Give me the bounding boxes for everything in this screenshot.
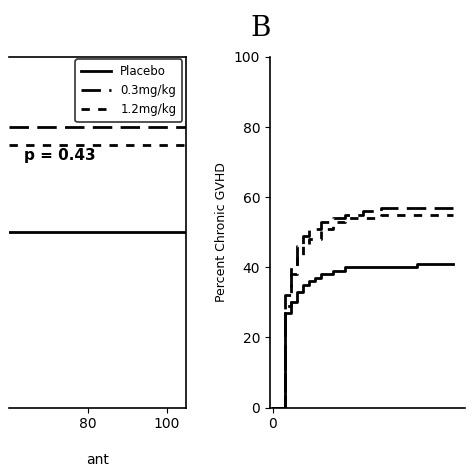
- Y-axis label: Percent Chronic GVHD: Percent Chronic GVHD: [215, 162, 228, 302]
- Text: p = 0.43: p = 0.43: [24, 147, 95, 163]
- Text: B: B: [250, 15, 271, 42]
- Legend: Placebo, 0.3mg/kg, 1.2mg/kg: Placebo, 0.3mg/kg, 1.2mg/kg: [75, 59, 182, 122]
- Text: ant: ant: [86, 453, 109, 467]
